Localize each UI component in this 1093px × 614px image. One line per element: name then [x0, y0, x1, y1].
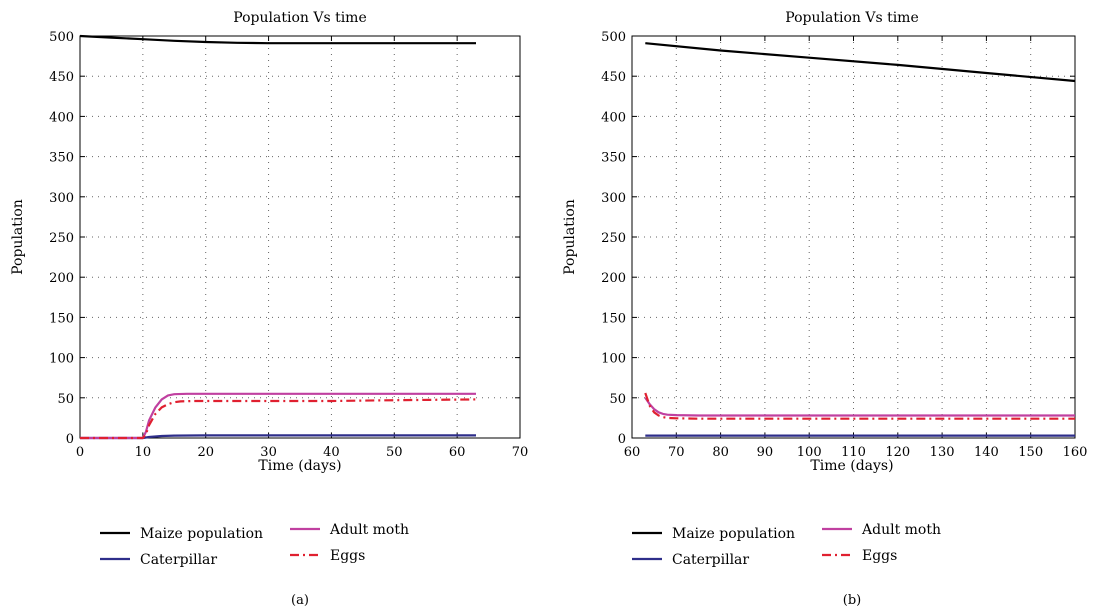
legend: Maize population Adult moth Caterpillar Egg… [632, 522, 941, 568]
x-axis-label: Time (days) [810, 458, 893, 474]
legend-label: Caterpillar [140, 552, 217, 568]
legend-label: Maize population [672, 526, 795, 542]
y-tick-label: 400 [49, 110, 74, 125]
legend-label: Eggs [330, 548, 365, 564]
x-tick-label: 0 [76, 445, 84, 460]
series-line-maize-population [645, 42, 1076, 83]
x-tick-label: 30 [260, 445, 277, 460]
x-tick-label: 120 [885, 445, 910, 460]
x-tick-label: 90 [757, 445, 774, 460]
series-line-adult-moth [644, 397, 1075, 417]
x-tick-label: 10 [135, 445, 152, 460]
x-tick-label: 60 [624, 445, 641, 460]
y-tick-label: 150 [49, 311, 74, 326]
chart-panel-b: Population Vs time 0 50 100 150 200 250 300 350… [562, 10, 1087, 608]
series-group [644, 42, 1076, 437]
grid-lines [632, 36, 1075, 438]
y-tick-label: 300 [49, 191, 74, 206]
grid-lines [80, 36, 520, 438]
x-tick-label: 110 [841, 445, 866, 460]
x-tick-label: 40 [323, 445, 340, 460]
legend-label: Eggs [862, 548, 897, 564]
y-tick-label: 350 [601, 151, 626, 166]
y-tick-label: 500 [601, 30, 626, 45]
legend: Maize population Adult moth Caterpillar Egg… [100, 522, 409, 568]
legend-label: Maize population [140, 526, 263, 542]
y-tick-label: 50 [57, 392, 74, 407]
chart-title: Population Vs time [233, 10, 367, 26]
y-tick-label: 50 [609, 392, 626, 407]
chart-panel-a: Population Vs time 050100150200250300350… [10, 10, 528, 608]
axis-ticks: 0 50 100 150 200 250 300 350 400 450 500 60 70 80 90 10… [601, 30, 1087, 460]
series-group [79, 34, 477, 440]
x-tick-label: 70 [512, 445, 529, 460]
y-tick-label: 250 [601, 231, 626, 246]
chart-title: Population Vs time [785, 10, 919, 26]
figure-caption: (b) [843, 593, 861, 608]
x-tick-label: 60 [449, 445, 466, 460]
y-tick-label: 0 [66, 432, 74, 447]
y-tick-label: 100 [601, 352, 626, 367]
figure-caption: (a) [291, 593, 309, 608]
x-tick-label: 100 [797, 445, 822, 460]
series-line-maize-population [79, 34, 476, 45]
legend-label: Caterpillar [672, 552, 749, 568]
y-tick-label: 500 [49, 30, 74, 45]
y-axis-label: Population [10, 199, 26, 275]
legend-label: Adult moth [861, 522, 941, 538]
x-axis-label: Time (days) [258, 458, 341, 474]
x-tick-label: 70 [668, 445, 685, 460]
y-tick-label: 200 [601, 271, 626, 286]
y-tick-label: 450 [601, 70, 626, 85]
y-tick-label: 350 [49, 151, 74, 166]
x-tick-label: 140 [974, 445, 999, 460]
x-tick-label: 160 [1063, 445, 1088, 460]
y-tick-label: 400 [601, 110, 626, 125]
axis-ticks: 0 50 100 150 200 250 300 350 400 450 500 0 10 20 30 40 5… [49, 30, 528, 460]
x-tick-label: 150 [1018, 445, 1043, 460]
y-tick-label: 100 [49, 352, 74, 367]
x-tick-label: 20 [197, 445, 214, 460]
y-tick-label: 250 [49, 231, 74, 246]
y-tick-label: 450 [49, 70, 74, 85]
series-line-eggs [644, 392, 1075, 420]
series-line-adult-moth [80, 392, 476, 440]
series-line-caterpillar [80, 434, 476, 440]
y-axis-label: Population [562, 199, 578, 275]
x-tick-label: 80 [712, 445, 729, 460]
y-tick-label: 200 [49, 271, 74, 286]
series-line-eggs [80, 398, 477, 440]
x-tick-label: 50 [386, 445, 403, 460]
y-tick-label: 300 [601, 191, 626, 206]
y-tick-label: 150 [601, 311, 626, 326]
y-tick-label: 0 [618, 432, 626, 447]
x-tick-label: 130 [930, 445, 955, 460]
legend-label: Adult moth [329, 522, 409, 538]
